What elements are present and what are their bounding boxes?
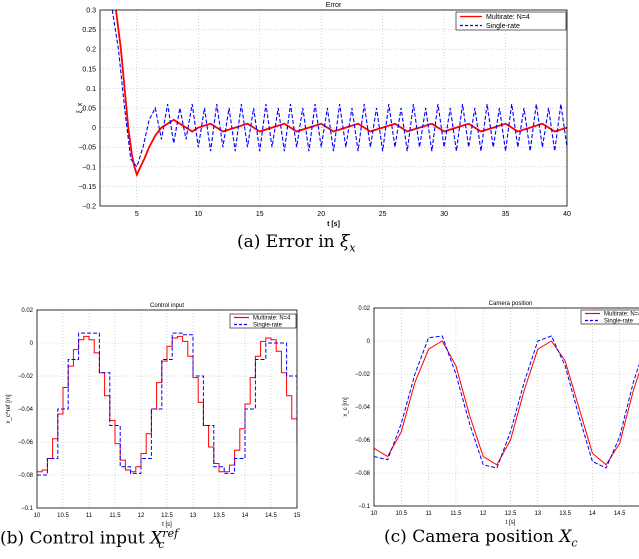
x-axis-label: t [s] <box>162 522 172 528</box>
y-tick-label: −0.1 <box>358 504 371 510</box>
legend-label-1: Multirate: N=4 <box>253 316 291 322</box>
caption-b: (b) Control input Xrefc <box>0 527 179 552</box>
y-tick-label: −0.04 <box>355 405 371 411</box>
x-tick-label: 11 <box>425 511 432 517</box>
y-tick-label: 0 <box>92 125 96 132</box>
y-tick-label: −0.06 <box>18 440 34 446</box>
x-tick-label: 12.5 <box>505 511 517 517</box>
x-tick-label: 13 <box>534 511 541 517</box>
x-tick-label: 30 <box>440 211 448 218</box>
error-chart: 5 10 15 20 25 30 35 40 −0.2 −0.15 −0.1 −0.05 0 0.05 0.… <box>77 2 571 228</box>
y-tick-label: −0.15 <box>78 184 96 191</box>
x-tick-label: 11.5 <box>109 513 121 519</box>
series-line-1 <box>115 10 567 178</box>
chart-title: Error <box>326 2 342 9</box>
x-tick-label: 10 <box>34 513 41 519</box>
legend-label-1: Multirate: N=4 <box>604 312 639 318</box>
x-tick-label: 20 <box>317 211 325 218</box>
y-tick-label: 0.1 <box>86 86 96 93</box>
y-tick-label: −0.05 <box>78 145 96 152</box>
x-tick-label: 10 <box>194 211 202 218</box>
x-tick-label: 15 <box>256 211 264 218</box>
x-tick-label: 15 <box>294 513 301 519</box>
x-tick-label: 14 <box>589 511 596 517</box>
chart-title: Camera position <box>489 301 533 307</box>
y-tick-label: −0.02 <box>355 372 371 378</box>
y-tick-label: 0.05 <box>82 105 96 112</box>
y-tick-label: −0.2 <box>82 203 96 210</box>
caption-a: (a) Error in ξx <box>237 232 356 255</box>
series-line-1 <box>37 335 297 473</box>
y-axis-label: ξ_x <box>77 102 84 113</box>
caption-c: (c) Camera position Xc <box>384 527 578 550</box>
series-line-1 <box>374 340 639 466</box>
legend-box <box>455 11 567 31</box>
x-tick-label: 5 <box>135 211 139 218</box>
x-tick-label: 10 <box>371 511 378 517</box>
y-tick-label: 0.15 <box>82 66 96 73</box>
y-tick-label: −0.08 <box>18 473 34 479</box>
series-line-2 <box>37 332 297 476</box>
y-tick-label: 0.2 <box>86 47 96 54</box>
plot-frame <box>373 307 639 507</box>
y-tick-label: 0 <box>367 339 371 345</box>
x-tick-label: 13.5 <box>213 513 225 519</box>
y-axis-label: x_c [m] <box>343 397 349 417</box>
x-tick-label: 13.5 <box>559 511 571 517</box>
legend-label-2: Single-rate <box>253 323 283 329</box>
x-tick-label: 11 <box>86 513 93 519</box>
y-tick-label: 0.02 <box>21 308 33 314</box>
x-axis-label: t [s] <box>327 221 340 228</box>
x-tick-label: 14.5 <box>265 513 277 519</box>
y-tick-label: −0.1 <box>82 164 96 171</box>
x-tick-label: 12.5 <box>161 513 173 519</box>
control-input-chart: 10 10.5 11 11.5 12 12.5 13 13.5 14 14.5 15 −0.1 −0.0… <box>6 303 301 528</box>
series-line-2 <box>111 10 567 168</box>
x-tick-label: 25 <box>379 211 387 218</box>
x-axis-label: t [s] <box>506 520 516 526</box>
y-tick-label: 0 <box>30 341 34 347</box>
x-tick-label: 35 <box>502 211 510 218</box>
x-tick-label: 10.5 <box>395 511 407 517</box>
x-tick-label: 10.5 <box>57 513 69 519</box>
legend-label-2: Single-rate <box>604 319 634 325</box>
x-tick-label: 12 <box>138 513 145 519</box>
series-line-2 <box>374 335 639 469</box>
plot-frame <box>36 309 298 509</box>
x-tick-label: 13 <box>190 513 197 519</box>
x-tick-label: 11.5 <box>450 511 462 517</box>
x-tick-label: 40 <box>563 211 571 218</box>
plot-frame <box>99 9 568 207</box>
x-tick-label: 14 <box>242 513 249 519</box>
chart-title: Control input <box>150 303 184 309</box>
y-tick-label: 0.25 <box>82 27 96 34</box>
y-tick-label: −0.08 <box>355 471 371 477</box>
x-tick-label: 14.5 <box>614 511 626 517</box>
y-tick-label: −0.06 <box>355 438 371 444</box>
camera-position-chart: 10 10.5 11 11.5 12 12.5 13 13.5 14 14.5 −0.1 −0.08 −… <box>343 301 639 526</box>
legend-label-2: Single-rate <box>486 23 520 30</box>
y-tick-label: −0.04 <box>18 407 34 413</box>
y-tick-label: 0.3 <box>86 7 96 14</box>
legend-label-1: Multirate: N=4 <box>486 14 530 21</box>
x-tick-label: 12 <box>480 511 487 517</box>
y-tick-label: −0.1 <box>21 506 34 512</box>
y-tick-label: 0.02 <box>358 306 370 312</box>
y-tick-label: −0.02 <box>18 374 34 380</box>
y-axis-label: x_c^ref [m] <box>6 394 12 423</box>
